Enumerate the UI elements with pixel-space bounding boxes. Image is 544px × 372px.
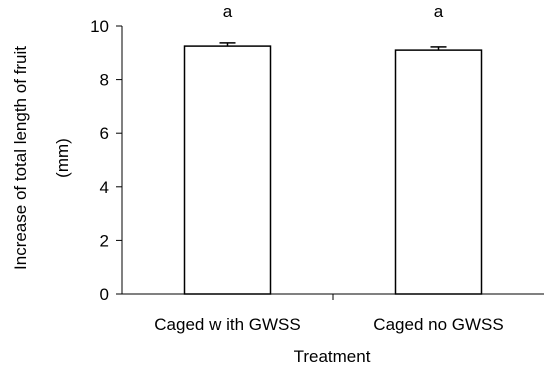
y-tick-label: 4 [100, 178, 109, 197]
x-tick-label: Caged w ith GWSS [154, 315, 300, 334]
y-tick-label: 6 [100, 124, 109, 143]
y-tick-label: 8 [100, 71, 109, 90]
y-tick-label: 2 [100, 231, 109, 250]
x-axis-title: Treatment [294, 347, 371, 366]
bar [394, 49, 483, 295]
y-axis-title-line-2: (mm) [53, 138, 72, 178]
significance-label: a [434, 2, 444, 21]
y-tick-label: 0 [100, 285, 109, 304]
bar [183, 45, 272, 295]
y-axis-title-line-1: Increase of total length of fruit [11, 46, 30, 270]
significance-label: a [223, 2, 233, 21]
x-tick-label: Caged no GWSS [373, 315, 503, 334]
x-axis-tick-labels: Caged w ith GWSS Caged no GWSS [154, 315, 503, 334]
y-axis-ticks: 0 2 4 6 8 10 [90, 17, 122, 304]
y-tick-label: 10 [90, 17, 109, 36]
